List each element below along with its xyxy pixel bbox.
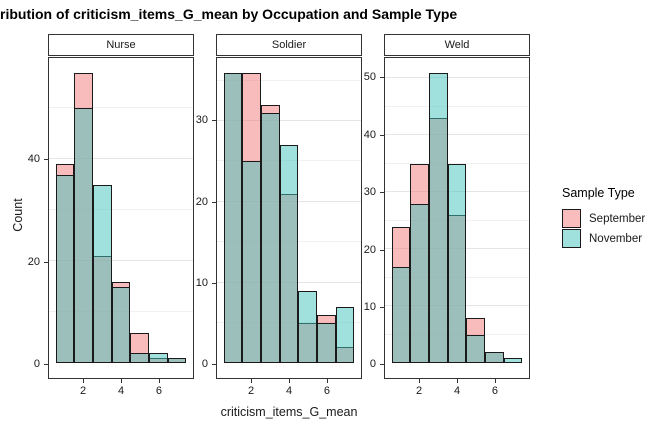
x-tick-label: 4 (117, 385, 125, 397)
legend-item-label: November (589, 233, 643, 245)
november-swatch-icon (562, 229, 581, 248)
x-tick-mark (83, 379, 85, 383)
bar-november-bin6 (317, 323, 336, 364)
y-tick-mark (212, 283, 216, 285)
gridline-minor (217, 79, 361, 81)
x-tick-mark (326, 379, 328, 383)
y-axis-title: Count (11, 198, 25, 232)
x-tick-label: 6 (155, 385, 162, 397)
bar-november-bin7 (503, 357, 523, 364)
x-axis-title: criticism_items_G_mean (220, 405, 358, 419)
bar-november-bin2 (242, 161, 261, 364)
x-tick-label: 6 (323, 385, 330, 397)
y-tick-mark (380, 249, 384, 251)
bar-november-bin3 (260, 112, 280, 364)
bar-november-bin3 (92, 184, 112, 364)
y-tick-mark (380, 134, 384, 136)
y-tick-mark (44, 364, 48, 366)
gridline-major (217, 120, 361, 122)
gridline-major (49, 260, 193, 262)
bar-november-bin4 (447, 163, 467, 364)
x-tick-mark (251, 379, 253, 383)
facet-panel-weld (384, 57, 530, 379)
y-tick-mark (44, 158, 48, 160)
gridline-minor (49, 209, 193, 211)
x-tick-mark (419, 379, 421, 383)
gridline-minor (385, 105, 529, 107)
bar-november-bin6 (149, 353, 168, 364)
y-tick-label: 0 (201, 358, 208, 371)
y-tick-mark (380, 77, 384, 79)
legend-item-september: September (562, 209, 645, 229)
y-tick-label: 50 (363, 71, 376, 84)
x-tick-label: 6 (491, 385, 498, 397)
gridline-major (49, 158, 193, 160)
gridline-minor (385, 162, 529, 164)
y-tick-mark (212, 120, 216, 122)
y-tick-label: 20 (195, 195, 208, 208)
bar-november-bin7 (167, 358, 187, 364)
y-tick-label: 0 (33, 358, 40, 371)
bar-november-bin1 (391, 266, 411, 364)
y-tick-label: 10 (363, 300, 376, 313)
x-tick-label: 4 (285, 385, 293, 397)
x-tick-mark (121, 379, 122, 383)
bar-november-bin4 (111, 286, 131, 364)
y-tick-label: 30 (195, 114, 208, 127)
y-tick-label: 10 (195, 277, 208, 290)
bar-november-bin4 (279, 145, 299, 364)
y-tick-mark (380, 364, 384, 366)
y-tick-mark (380, 192, 384, 194)
bar-november-bin6 (485, 352, 504, 364)
facet-panel-nurse (48, 57, 194, 379)
x-tick-label: 4 (453, 385, 461, 397)
bar-november-bin2 (74, 108, 93, 364)
x-tick-mark (457, 379, 458, 383)
facet-strip-weld: Weld (384, 34, 530, 56)
gridline-major (385, 134, 529, 136)
y-tick-label: 40 (27, 152, 40, 165)
bar-november-bin7 (335, 306, 355, 364)
x-tick-label: 2 (416, 385, 423, 397)
bar-november-bin5 (298, 290, 318, 364)
bar-november-bin1 (223, 72, 243, 364)
legend: Sample Type September November (562, 186, 645, 249)
y-tick-label: 20 (27, 255, 40, 268)
gridline-major (385, 77, 529, 79)
legend-item-label: September (589, 213, 646, 225)
x-tick-label: 2 (80, 385, 87, 397)
bar-november-bin1 (55, 174, 75, 364)
y-tick-label: 0 (369, 358, 376, 371)
y-tick-mark (380, 306, 384, 308)
legend-title: Sample Type (562, 186, 635, 200)
x-tick-mark (158, 379, 160, 383)
y-tick-label: 40 (363, 128, 376, 141)
y-tick-mark (212, 201, 216, 203)
facet-strip-soldier: Soldier (216, 34, 362, 56)
y-tick-mark (44, 261, 48, 263)
facet-strip-nurse: Nurse (48, 34, 194, 56)
x-tick-mark (289, 379, 290, 383)
bar-november-bin2 (410, 203, 429, 364)
bar-november-bin5 (130, 353, 150, 364)
y-tick-label: 20 (363, 243, 376, 256)
bar-november-bin3 (428, 72, 448, 364)
chart-title: ribution of criticism_items_G_mean by Oc… (0, 6, 458, 22)
x-tick-label: 2 (248, 385, 255, 397)
september-swatch-icon (562, 209, 581, 228)
y-tick-label: 30 (363, 186, 376, 199)
gridline-minor (49, 107, 193, 109)
y-tick-mark (212, 364, 216, 366)
facet-panel-soldier (216, 57, 362, 379)
bar-november-bin5 (466, 334, 486, 364)
legend-item-november: November (562, 229, 645, 249)
x-tick-mark (494, 379, 496, 383)
